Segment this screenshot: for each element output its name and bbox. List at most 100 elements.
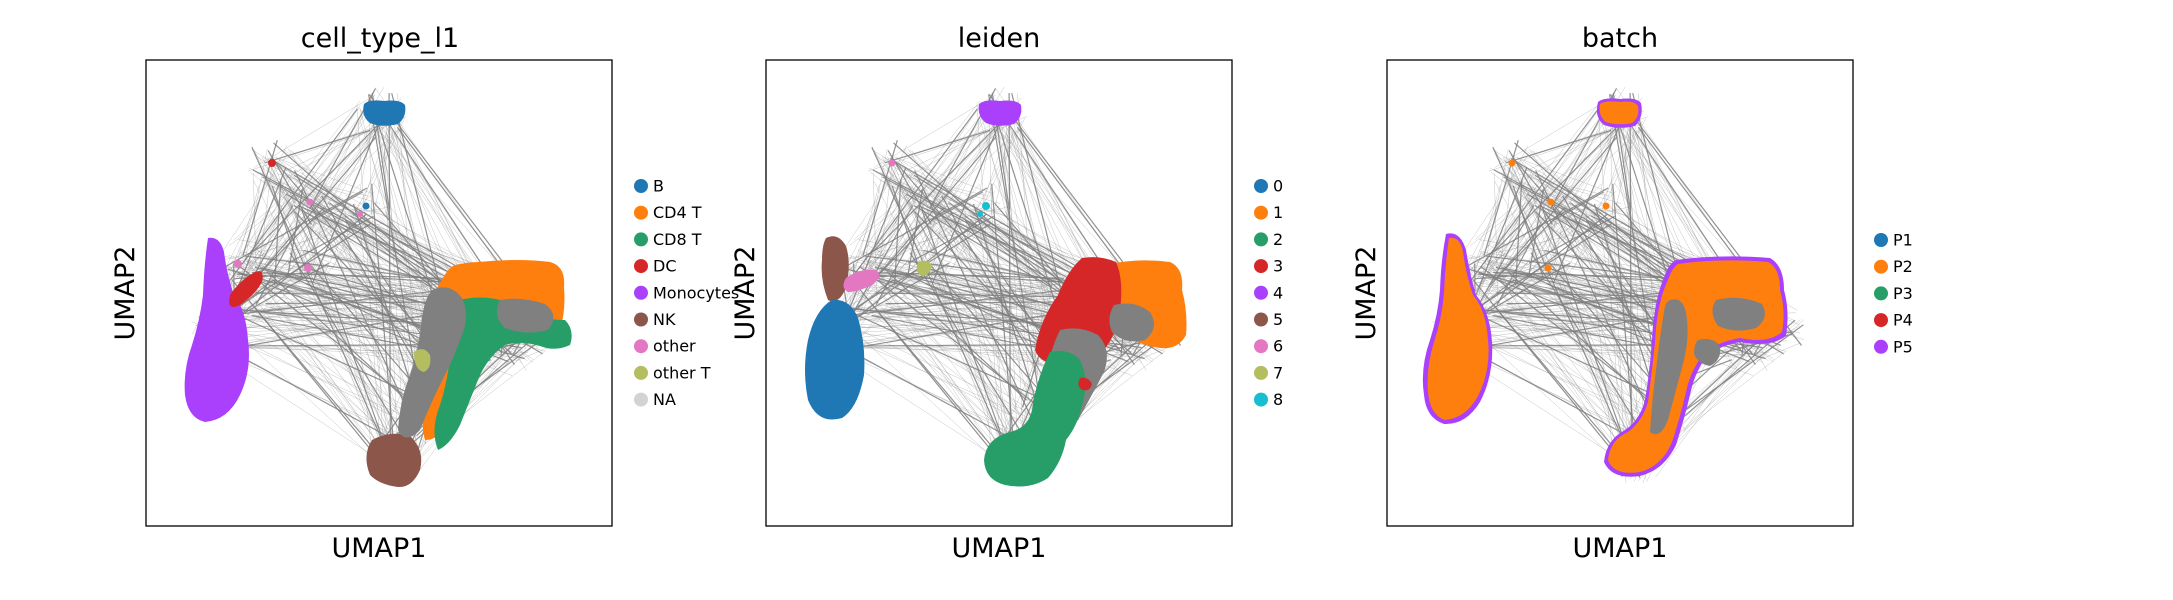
graph-edge xyxy=(857,182,919,271)
graph-edge xyxy=(914,251,1017,452)
graph-edge xyxy=(849,324,1038,418)
graph-edge xyxy=(326,222,365,275)
graph-edge xyxy=(900,182,1059,347)
graph-edge xyxy=(846,181,887,280)
graph-edge xyxy=(409,344,534,469)
graph-edge xyxy=(904,123,1004,172)
legend-marker xyxy=(634,365,648,380)
plot-area xyxy=(1422,86,1804,483)
graph-edge xyxy=(1498,265,1667,367)
cluster-5 xyxy=(821,236,849,302)
plot-area xyxy=(184,86,572,488)
cluster-p2-small xyxy=(1544,264,1552,272)
legend-label: NA xyxy=(653,390,676,409)
graph-edge xyxy=(1566,185,1610,197)
graph-edge xyxy=(231,191,376,324)
graph-edge xyxy=(268,181,452,289)
graph-edge xyxy=(298,198,321,284)
cluster-other-small xyxy=(234,260,242,268)
graph-edge xyxy=(856,207,965,271)
graph-edge xyxy=(1013,119,1046,311)
graph-edge xyxy=(1482,251,1669,287)
graph-edge xyxy=(241,260,418,405)
graph-edge xyxy=(232,280,459,316)
graph-edge xyxy=(873,153,932,269)
graph-edge xyxy=(1655,336,1759,478)
graph-edge xyxy=(1573,118,1646,270)
graph-edge xyxy=(1480,332,1682,368)
legend-label: DC xyxy=(653,257,677,276)
graph-edge xyxy=(840,273,1017,446)
plot-frame xyxy=(1386,59,1854,527)
cluster-4 xyxy=(978,100,1022,126)
graph-edge xyxy=(1551,191,1604,223)
graph-edge xyxy=(301,209,391,461)
graph-edge xyxy=(1455,155,1528,263)
cluster-gray-patch xyxy=(496,298,554,333)
graph-edge xyxy=(938,262,1075,299)
graph-edge xyxy=(1490,171,1671,313)
graph-edge xyxy=(1600,229,1633,465)
cluster-nk xyxy=(366,433,422,488)
graph-edge xyxy=(253,180,301,269)
graph-edge xyxy=(252,169,358,227)
cluster-other-small xyxy=(357,211,363,217)
legend-marker xyxy=(1874,339,1888,354)
legend-marker xyxy=(634,232,648,247)
graph-edge xyxy=(1524,148,1592,212)
graph-edge xyxy=(1519,162,1631,470)
graph-edge xyxy=(384,106,510,270)
graph-edge xyxy=(228,115,400,246)
graph-edge xyxy=(868,306,1047,444)
plot-frame xyxy=(145,59,613,527)
graph-edge xyxy=(872,169,978,227)
graph-edge xyxy=(1551,189,1569,279)
legend-marker xyxy=(1254,285,1268,300)
graph-edge xyxy=(851,191,996,324)
plot-area xyxy=(805,86,1187,487)
graph-edge xyxy=(229,324,418,418)
graph-edge xyxy=(862,140,898,256)
cluster-gray-patch xyxy=(1694,338,1721,366)
legend-marker xyxy=(1874,233,1888,247)
graph-edge xyxy=(1467,181,1508,280)
graph-edge xyxy=(886,167,1040,429)
graph-edge xyxy=(882,182,948,280)
graph-edge xyxy=(1538,206,1587,266)
graph-edge xyxy=(393,119,426,311)
graph-edge xyxy=(972,203,1045,426)
graph-edge xyxy=(234,126,403,280)
graph-edge xyxy=(1518,173,1622,204)
graph-edge xyxy=(373,130,394,214)
graph-edge xyxy=(1469,265,1642,414)
graph-edge xyxy=(834,310,1064,342)
graph-edge xyxy=(1634,119,1667,311)
graph-edge xyxy=(917,206,966,266)
graph-edge xyxy=(1490,266,1623,448)
graph-edge xyxy=(846,210,944,312)
graph-edge xyxy=(981,224,1039,411)
legend-marker xyxy=(634,205,648,220)
graph-edge xyxy=(846,189,924,268)
graph-edge xyxy=(1555,130,1616,245)
cluster-gray-patch xyxy=(1712,297,1765,331)
legend-label: P3 xyxy=(1893,284,1913,303)
graph-edge xyxy=(1464,352,1640,434)
graph-edge xyxy=(256,256,398,456)
graph-edge xyxy=(266,167,420,429)
graph-edge xyxy=(239,332,441,368)
legend-label: 3 xyxy=(1273,257,1283,276)
graph-edge xyxy=(1507,159,1564,267)
graph-edge xyxy=(329,202,433,288)
graph-edge xyxy=(220,273,397,446)
graph-edge xyxy=(241,291,449,313)
graph-edge xyxy=(930,191,983,223)
legend-marker xyxy=(1254,179,1268,193)
graph-edge xyxy=(872,277,1074,315)
cluster-other-t xyxy=(414,349,431,372)
graph-edge xyxy=(329,272,431,373)
graph-edge xyxy=(293,288,396,423)
graph-edge xyxy=(1495,186,1546,254)
legend-label: 1 xyxy=(1273,203,1283,222)
graph-edge xyxy=(228,255,328,280)
